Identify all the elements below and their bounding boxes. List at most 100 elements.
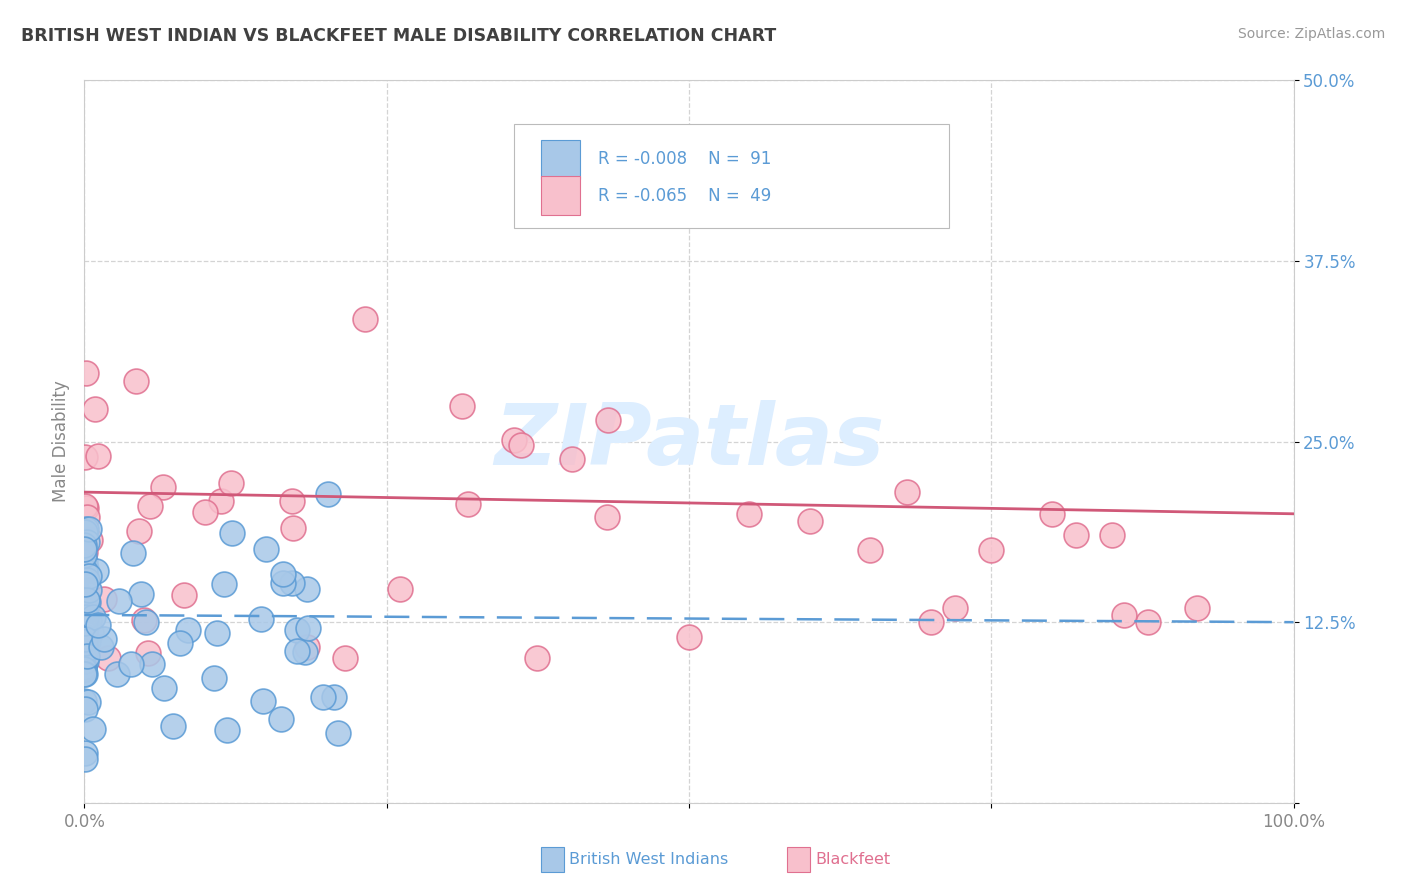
Point <box>280 494 302 508</box>
Point <box>73 667 96 681</box>
Point <box>152 480 174 494</box>
Point <box>596 412 619 426</box>
Point <box>75 450 97 464</box>
Point <box>134 615 156 629</box>
Point <box>73 602 96 616</box>
Point <box>73 752 96 766</box>
Point <box>80 625 103 640</box>
Point <box>510 438 533 452</box>
Point <box>75 633 97 648</box>
Point <box>73 549 96 563</box>
Point <box>105 667 128 681</box>
Point <box>76 592 98 607</box>
Point <box>450 399 472 413</box>
Point <box>561 451 583 466</box>
Point <box>270 712 292 726</box>
Point <box>76 594 98 608</box>
Point <box>79 533 101 547</box>
Point <box>73 612 96 626</box>
Point <box>75 632 97 646</box>
Point <box>212 577 235 591</box>
Text: British West Indians: British West Indians <box>569 853 728 867</box>
Point <box>73 541 96 556</box>
Point <box>90 640 112 654</box>
Point <box>86 449 108 463</box>
Point <box>153 681 176 695</box>
Point <box>75 522 97 536</box>
Point <box>678 630 700 644</box>
Point <box>285 623 308 637</box>
Point <box>82 722 104 736</box>
Point <box>502 433 524 447</box>
Point <box>73 663 96 677</box>
Point <box>132 613 155 627</box>
Bar <box>541 176 581 215</box>
Point <box>77 582 100 597</box>
Text: ZIPatlas: ZIPatlas <box>494 400 884 483</box>
Point <box>194 505 217 519</box>
Point <box>73 635 96 649</box>
Point <box>128 524 150 538</box>
Point <box>738 507 761 521</box>
Point <box>139 500 162 514</box>
Point <box>73 626 96 640</box>
Point <box>73 545 96 559</box>
Point <box>82 610 104 624</box>
Point <box>75 499 97 513</box>
Point <box>252 694 274 708</box>
Point <box>457 497 479 511</box>
Point <box>326 726 349 740</box>
Point <box>75 644 97 658</box>
Point <box>73 560 96 574</box>
Point <box>896 485 918 500</box>
Text: BRITISH WEST INDIAN VS BLACKFEET MALE DISABILITY CORRELATION CHART: BRITISH WEST INDIAN VS BLACKFEET MALE DI… <box>21 27 776 45</box>
Point <box>295 582 318 596</box>
Point <box>129 587 152 601</box>
Point <box>73 631 96 645</box>
FancyBboxPatch shape <box>513 124 949 228</box>
Point <box>73 564 96 578</box>
Point <box>73 694 96 708</box>
Point <box>108 593 131 607</box>
Point <box>281 575 304 590</box>
Point <box>75 367 97 381</box>
Point <box>169 636 191 650</box>
Point <box>297 621 319 635</box>
Point <box>73 610 96 624</box>
Point <box>1137 615 1160 630</box>
Point <box>75 501 97 516</box>
Point <box>1185 600 1208 615</box>
Point <box>294 645 316 659</box>
Point <box>75 701 97 715</box>
Point <box>980 542 1002 557</box>
Point <box>125 374 148 388</box>
Point <box>176 623 198 637</box>
Point <box>76 573 98 587</box>
Point <box>77 614 100 628</box>
Point <box>87 618 110 632</box>
Point <box>1114 607 1136 622</box>
Point <box>73 613 96 627</box>
Point <box>254 542 277 557</box>
Point <box>76 648 98 663</box>
Point <box>76 534 98 549</box>
Point <box>202 671 225 685</box>
Text: R = -0.065    N =  49: R = -0.065 N = 49 <box>599 187 772 205</box>
Point <box>1064 528 1087 542</box>
Point <box>73 621 96 635</box>
Point <box>859 542 882 557</box>
Point <box>136 646 159 660</box>
Point <box>271 567 294 582</box>
Point <box>322 690 344 704</box>
Point <box>173 588 195 602</box>
Point <box>799 514 821 528</box>
Point <box>205 626 228 640</box>
Bar <box>541 139 581 179</box>
Point <box>73 591 96 605</box>
Point <box>73 573 96 587</box>
Point <box>333 651 356 665</box>
Point <box>271 576 294 591</box>
Point <box>73 576 96 591</box>
Point <box>75 620 97 634</box>
Point <box>316 486 339 500</box>
